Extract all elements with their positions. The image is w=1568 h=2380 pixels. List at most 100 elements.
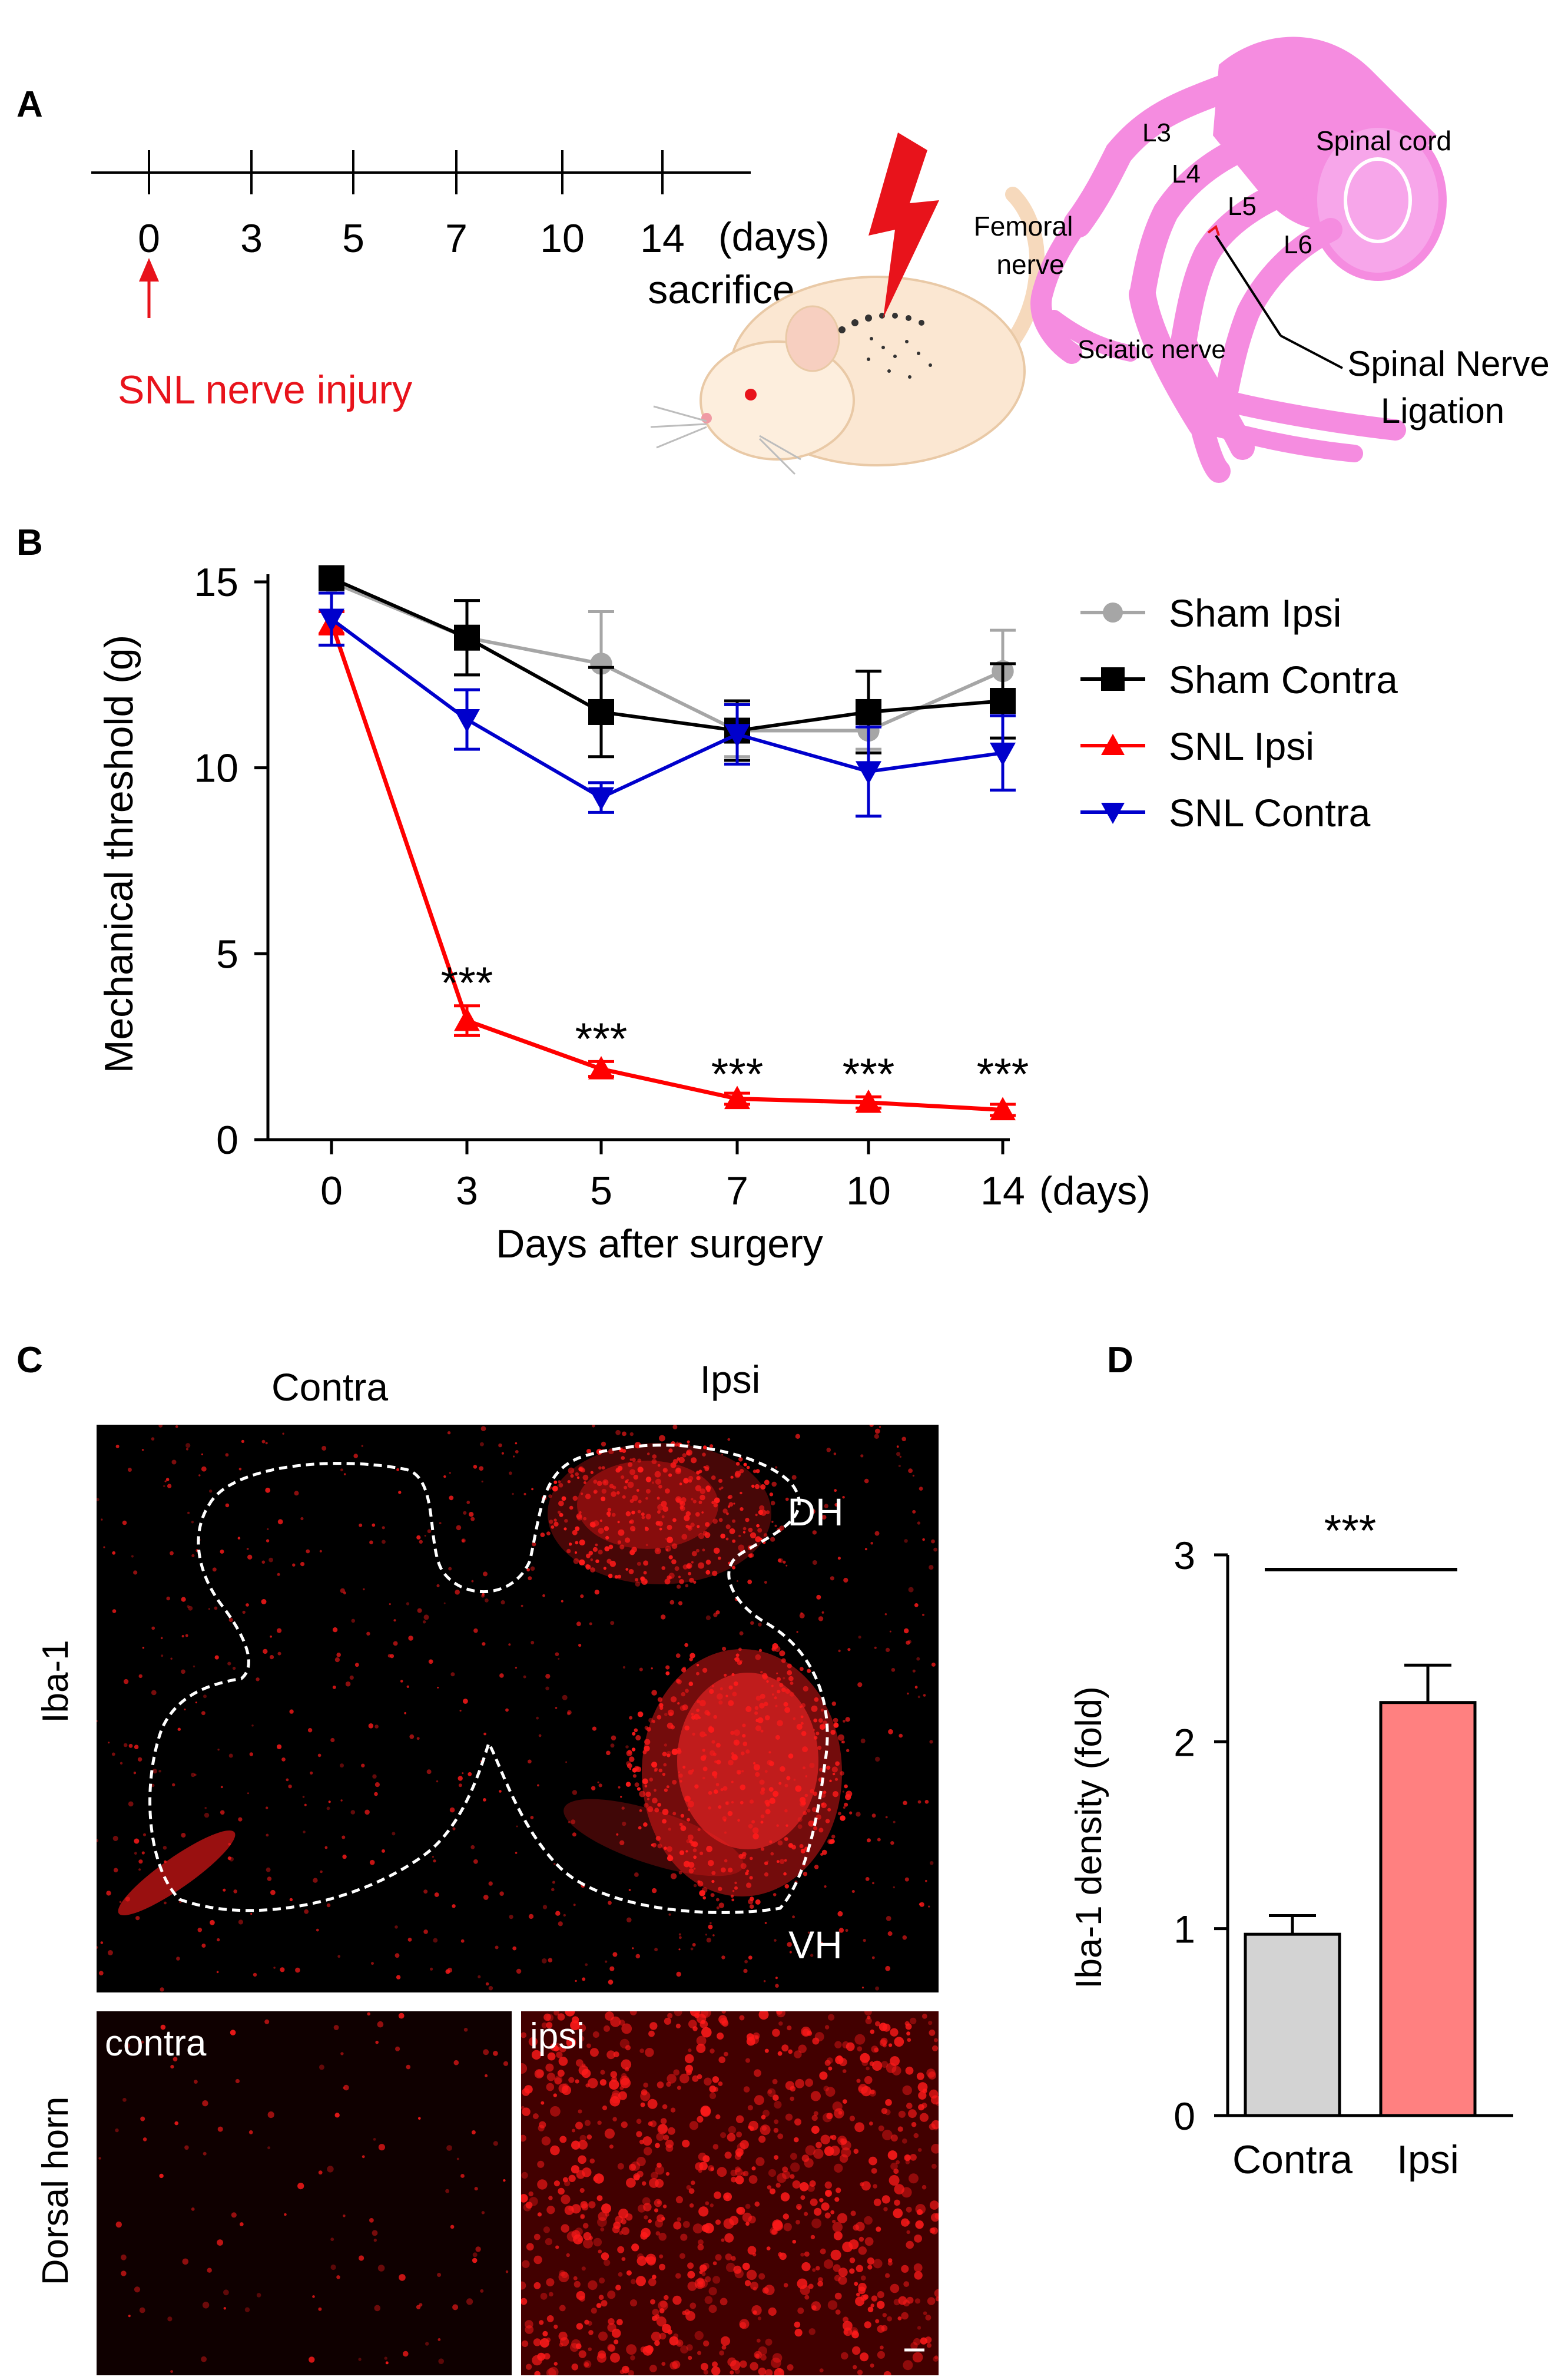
stain-dot: [884, 2109, 891, 2116]
stain-dot: [632, 1947, 634, 1949]
stain-dot: [416, 1535, 421, 1540]
bar-chart-y-label: Iba-1 density (fold): [1069, 1686, 1109, 1988]
stain-dot: [601, 2300, 608, 2307]
stain-dot: [899, 1455, 902, 1458]
stain-dot: [265, 1487, 271, 1493]
stain-dot: [826, 2057, 833, 2064]
stain-dot: [238, 1919, 243, 1925]
stain-dot: [757, 1717, 764, 1723]
stain-dot: [515, 1442, 518, 1445]
stain-dot: [447, 1968, 453, 1973]
stain-dot: [628, 1889, 631, 1891]
stain-dot: [712, 1934, 715, 1937]
stain-dot: [871, 1813, 876, 1818]
stain-dot: [374, 1782, 380, 1788]
stain-dot: [714, 1497, 720, 1504]
stain-dot: [758, 1623, 762, 1627]
stain-dot: [903, 2360, 913, 2371]
stain-dot: [573, 1904, 576, 1906]
stain-dot: [547, 2052, 556, 2061]
stain-dot: [555, 2245, 559, 2249]
stain-dot: [800, 1667, 804, 1671]
stain-dot: [277, 1519, 283, 1525]
stain-dot: [553, 2362, 558, 2366]
stain-dot: [558, 2272, 569, 2282]
stain-dot: [426, 1769, 432, 1775]
stain-dot: [555, 1652, 559, 1656]
stain-dot: [843, 1577, 848, 1583]
stain-dot: [691, 1457, 697, 1464]
data-point: [990, 688, 1016, 714]
stain-dot: [300, 1517, 304, 1521]
stain-dot: [261, 1439, 266, 1444]
stain-dot: [923, 2311, 927, 2315]
stain-dot: [534, 2069, 544, 2079]
stain-dot: [663, 1763, 667, 1767]
stain-dot: [675, 2023, 681, 2029]
stain-dot: [875, 1986, 879, 1991]
stain-dot: [755, 2157, 765, 2166]
stain-dot: [906, 2230, 910, 2235]
stain-dot: [712, 2361, 718, 2368]
stain-dot: [449, 1807, 455, 1813]
stain-dot: [597, 2217, 607, 2227]
stain-dot: [482, 1642, 486, 1646]
stain-dot: [799, 1613, 805, 1618]
stain-dot: [828, 2014, 835, 2021]
stain-dot: [521, 2281, 526, 2290]
stain-dot: [459, 1709, 462, 1712]
stain-dot: [592, 2031, 599, 2038]
stain-dot: [718, 1478, 722, 1483]
stain-dot: [647, 2098, 658, 2109]
stain-dot: [658, 1521, 663, 1527]
stain-dot: [679, 1822, 683, 1826]
stain-dot: [188, 1606, 193, 1611]
line-chart-significance: ********* *** ***: [441, 958, 1029, 1100]
stain-dot: [571, 2140, 581, 2150]
stain-dot: [562, 1694, 568, 1700]
stain-dot: [819, 1941, 824, 1946]
stain-dot: [880, 2345, 884, 2350]
stain-dot: [573, 1558, 579, 1564]
stain-dot: [772, 1693, 774, 1696]
stain-dot: [727, 1505, 730, 1508]
stain-dot: [553, 2043, 562, 2051]
bar-chart-bars: [1244, 1663, 1477, 2117]
stain-dot: [881, 2195, 890, 2204]
stain-dot: [869, 1425, 874, 1427]
stain-dot: [689, 2121, 698, 2130]
stain-dot: [755, 1469, 760, 1474]
stain-dot: [931, 1662, 936, 1667]
stain-dot: [591, 1786, 596, 1790]
stain-dot: [931, 2120, 939, 2130]
stain-dot: [655, 1836, 661, 1841]
stain-dot: [808, 2283, 814, 2289]
stain-dot: [908, 2109, 917, 2119]
stain-dot: [423, 1929, 428, 1934]
stain-dot: [604, 1526, 609, 1531]
stain-dot: [832, 1772, 836, 1776]
stain-dot: [657, 1843, 662, 1849]
stain-dot: [715, 1610, 720, 1615]
stain-dot: [748, 1823, 753, 1829]
stain-dot: [559, 2337, 569, 2346]
stain-dot: [607, 2290, 616, 2299]
stain-dot: [538, 2124, 545, 2131]
stain-dot: [708, 2287, 717, 2296]
stain-dot: [204, 1812, 210, 1818]
stain-dot: [720, 1788, 724, 1792]
stain-dot: [759, 1505, 765, 1511]
stain-dot: [220, 1550, 224, 1554]
stain-dot: [625, 1511, 631, 1517]
stain-dot: [525, 2202, 533, 2209]
y-tick-label: 2: [1173, 1720, 1195, 1764]
stain-dot: [318, 2307, 322, 2311]
stain-dot: [722, 1508, 728, 1514]
stain-dot: [867, 2265, 873, 2270]
stain-dot: [783, 2283, 788, 2288]
stain-dot: [622, 1666, 625, 1669]
stain-dot: [720, 2017, 728, 2026]
stain-dot: [765, 2369, 773, 2375]
row-label-dorsal-horn: Dorsal horn: [35, 2097, 76, 2285]
